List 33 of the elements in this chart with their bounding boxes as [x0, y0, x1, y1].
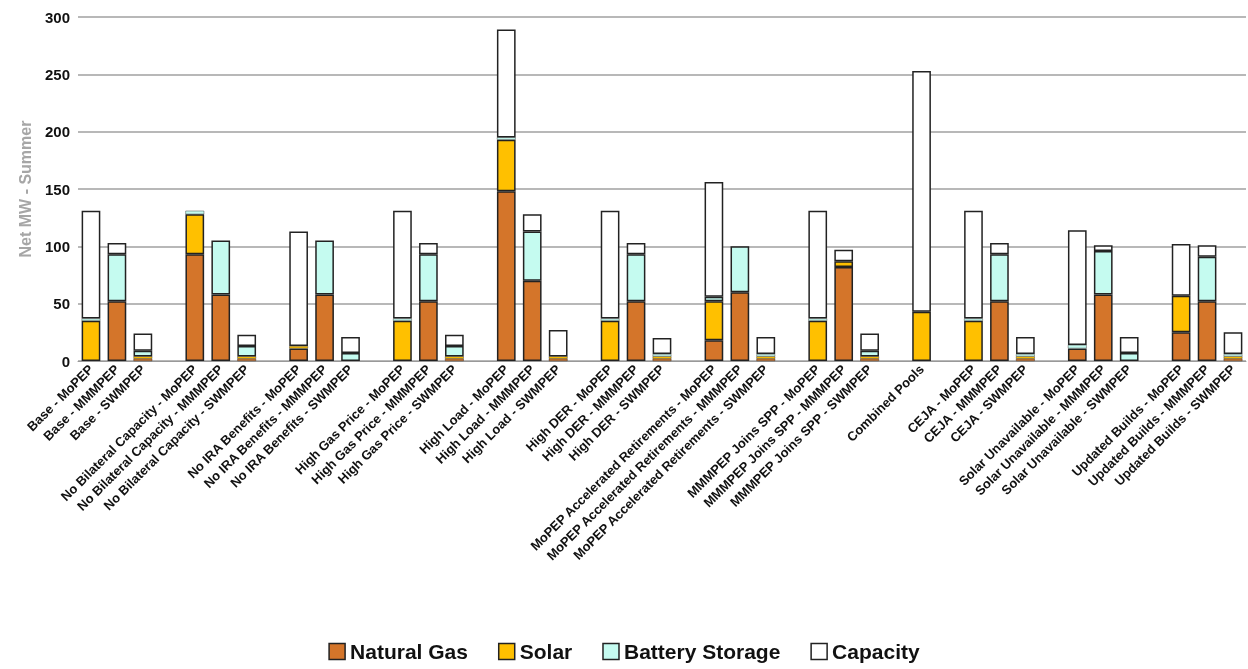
- bar: [496, 29, 516, 138]
- y-tick-label: 250: [44, 65, 70, 83]
- bar: [393, 320, 412, 361]
- bar: [81, 320, 101, 361]
- legend-label: Solar: [519, 640, 573, 663]
- y-tick-label: 0: [61, 352, 70, 370]
- bar: [393, 210, 412, 319]
- bar: [600, 320, 620, 361]
- bar: [81, 210, 101, 319]
- bar: [548, 330, 568, 357]
- bar: [1067, 348, 1087, 361]
- bar: [1223, 332, 1243, 355]
- bar: [1016, 336, 1035, 355]
- bar: [289, 231, 308, 347]
- bar: [1067, 230, 1087, 345]
- y-tick-label: 50: [53, 295, 70, 313]
- bar: [289, 348, 308, 361]
- y-tick-label: 300: [44, 8, 70, 26]
- y-tick-label: 200: [44, 123, 70, 141]
- bar: [756, 336, 776, 355]
- bar: [704, 182, 724, 297]
- legend-label: Capacity: [832, 640, 920, 663]
- bar: [964, 210, 983, 319]
- y-tick-label: 100: [44, 237, 70, 255]
- bar: [600, 210, 620, 319]
- bar: [964, 320, 983, 361]
- y-tick-label: 150: [44, 180, 70, 198]
- bar: [808, 320, 828, 361]
- bar: [808, 210, 828, 319]
- legend-label: Natural Gas: [350, 640, 468, 663]
- legend-label: Battery Storage: [623, 640, 781, 663]
- bar: [652, 338, 672, 355]
- y-axis-title: Net MW - Summer: [16, 120, 34, 258]
